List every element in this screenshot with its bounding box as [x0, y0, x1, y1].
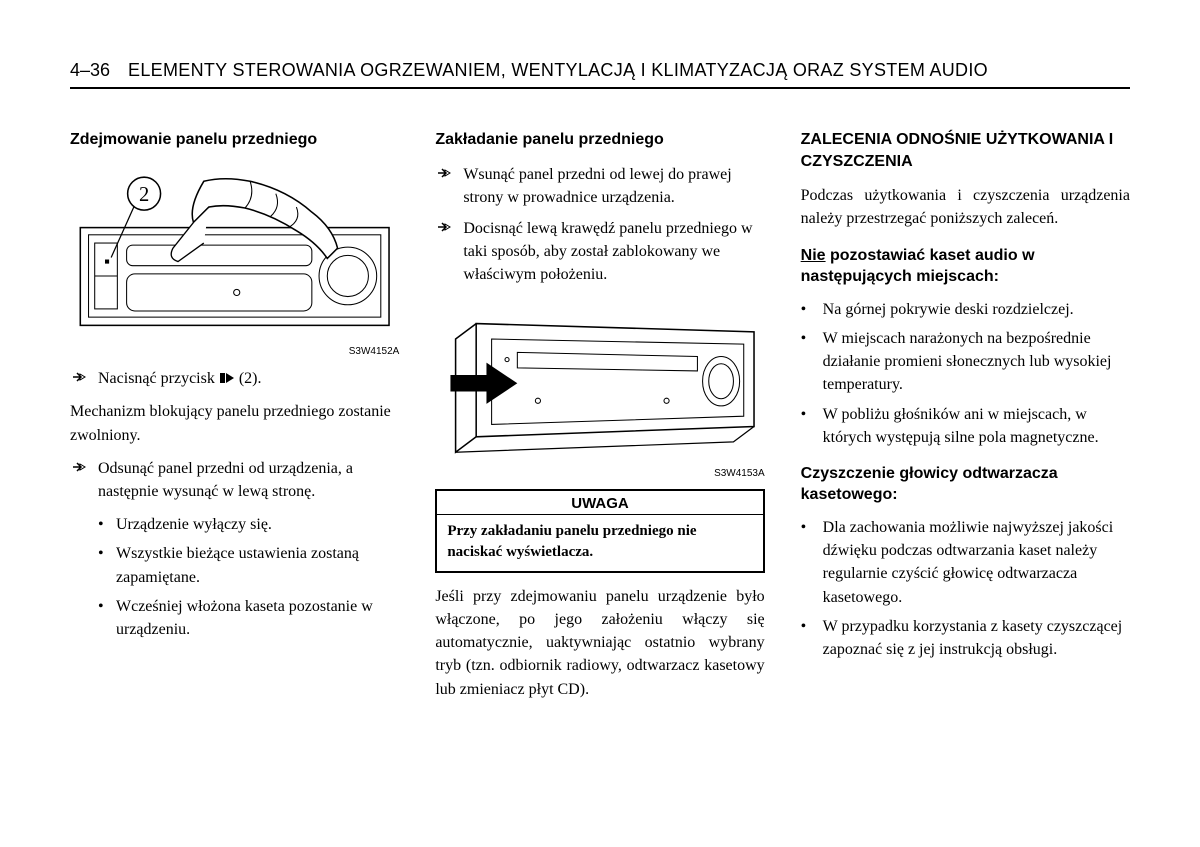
caution-box: UWAGA Przy zakładaniu panelu przedniego …	[435, 489, 764, 573]
cleaning-cassette: W przypadku korzystania z kasety czyszcz…	[801, 615, 1130, 661]
step1-suffix: (2).	[235, 370, 262, 387]
col1-steps-1: Nacisnąć przycisk (2).	[70, 367, 399, 390]
column-1: Zdejmowanie panelu przedniego 2	[70, 129, 399, 711]
page-title: ELEMENTY STEROWANIA OGRZEWANIEM, WENTYLA…	[128, 60, 988, 81]
col3-sub1: Nie pozostawiać kaset audio w następując…	[801, 245, 1130, 288]
step-press-edge: Docisnąć lewą krawędź panelu przedniego …	[435, 217, 764, 287]
sub-device-off: Urządzenie wyłączy się.	[98, 513, 399, 536]
arrow-icon	[72, 370, 86, 384]
col1-steps-2: Odsunąć panel przedni od urządzenia, a n…	[70, 457, 399, 503]
avoid-sun: W miejscach narażonych na bezpośrednie d…	[801, 327, 1130, 397]
step1-prefix: Nacisnąć przycisk	[98, 370, 219, 387]
figure-install-panel	[435, 303, 764, 457]
col2-heading: Zakładanie panelu przedniego	[435, 129, 764, 151]
figure-remove-panel: 2	[70, 171, 399, 336]
sub1-rest: pozostawiać kaset audio w następujących …	[801, 247, 1035, 286]
clean-head: Dla zachowania możliwie najwyższej jakoś…	[801, 516, 1130, 609]
col1-heading: Zdejmowanie panelu przedniego	[70, 129, 399, 151]
content-columns: Zdejmowanie panelu przedniego 2	[70, 129, 1130, 711]
page-number: 4–36	[70, 60, 110, 81]
sub1-underline: Nie	[801, 247, 826, 264]
mechanism-text: Mechanizm blokujący panelu przedniego zo…	[70, 400, 399, 446]
column-2: Zakładanie panelu przedniego Wsunąć pane…	[435, 129, 764, 711]
figure2-code: S3W4153A	[435, 468, 764, 479]
sub-cassette-stays: Wcześniej włożona kaseta pozostanie w ur…	[98, 595, 399, 641]
figure1-code: S3W4152A	[70, 346, 399, 357]
col3-heading: ZALECENIA ODNOŚNIE UŻYTKOWANIA I CZYSZCZ…	[801, 129, 1130, 172]
callout-number-2: 2	[139, 183, 149, 205]
col3-intro: Podczas użytkowania i czyszczenia urządz…	[801, 184, 1130, 230]
step-press-button: Nacisnąć przycisk (2).	[70, 367, 399, 390]
col3-list1: Na górnej pokrywie deski rozdzielczej. W…	[801, 298, 1130, 449]
sub-settings-saved: Wszystkie bieżące ustawienia zostaną zap…	[98, 542, 399, 588]
caution-body: Przy zakładaniu panelu przedniego nie na…	[437, 515, 762, 571]
release-icon	[219, 371, 235, 385]
arrow-icon	[437, 220, 451, 234]
step-slide-panel: Odsunąć panel przedni od urządzenia, a n…	[70, 457, 399, 503]
step-insert-panel: Wsunąć panel przedni od lewej do prawej …	[435, 163, 764, 209]
avoid-speakers: W pobliżu głośników ani w miejscach, w k…	[801, 403, 1130, 449]
avoid-dashboard: Na górnej pokrywie deski rozdzielczej.	[801, 298, 1130, 321]
col3-list2: Dla zachowania możliwie najwyższej jakoś…	[801, 516, 1130, 661]
col3-sub2: Czyszczenie głowicy odtwarzacza kasetowe…	[801, 463, 1130, 506]
col2-after-text: Jeśli przy zdejmowaniu panelu urządzenie…	[435, 585, 764, 701]
col2-steps: Wsunąć panel przedni od lewej do prawej …	[435, 163, 764, 287]
col1-sublist: Urządzenie wyłączy się. Wszystkie bieżąc…	[98, 513, 399, 641]
arrow-icon	[437, 166, 451, 180]
arrow-icon	[72, 460, 86, 474]
page-header: 4–36 ELEMENTY STEROWANIA OGRZEWANIEM, WE…	[70, 60, 1130, 89]
column-3: ZALECENIA ODNOŚNIE UŻYTKOWANIA I CZYSZCZ…	[801, 129, 1130, 711]
caution-title: UWAGA	[437, 491, 762, 514]
